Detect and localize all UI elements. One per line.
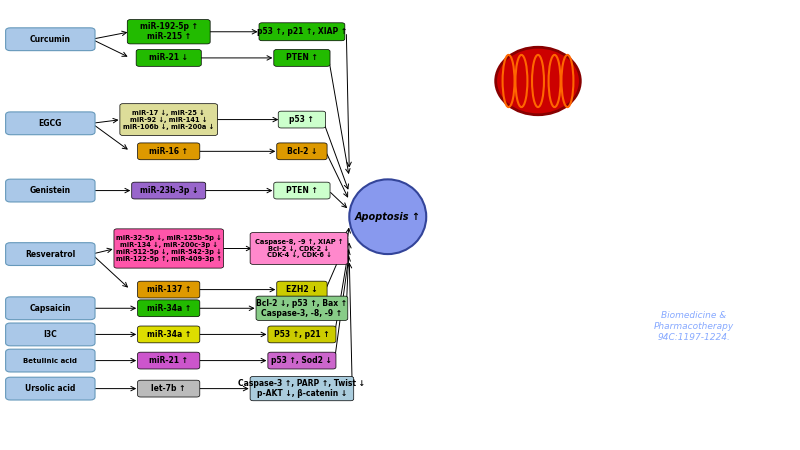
FancyBboxPatch shape [6, 243, 95, 266]
FancyBboxPatch shape [132, 182, 206, 199]
Text: PTEN ↑: PTEN ↑ [286, 54, 318, 63]
FancyBboxPatch shape [6, 297, 95, 320]
Text: Caspase-8, -9 ↑, XIAP ↑
Bcl-2 ↓, CDK-2 ↓
CDK-4 ↓, CDK-6 ↓: Caspase-8, -9 ↑, XIAP ↑ Bcl-2 ↓, CDK-2 ↓… [254, 238, 343, 258]
Text: miR-23b-3p ↓: miR-23b-3p ↓ [139, 186, 198, 195]
Text: Biomedicine &
Pharmacotherapy
94C:1197-1224.: Biomedicine & Pharmacotherapy 94C:1197-1… [654, 311, 734, 342]
Text: Resveratrol: Resveratrol [25, 250, 75, 259]
Text: miR-192-5p ↑
miR-215 ↑: miR-192-5p ↑ miR-215 ↑ [140, 22, 198, 41]
Text: p53 ↑, p21 ↑, XIAP ↑: p53 ↑, p21 ↑, XIAP ↑ [257, 27, 347, 36]
FancyBboxPatch shape [6, 349, 95, 372]
FancyBboxPatch shape [274, 182, 330, 199]
Text: Betulinic acid: Betulinic acid [23, 358, 78, 364]
Text: miR-21 ↑: miR-21 ↑ [150, 356, 188, 365]
Text: Bcl-2 ↓, p53 ↑, Bax ↑
Caspase-3, -8, -9 ↑: Bcl-2 ↓, p53 ↑, Bax ↑ Caspase-3, -8, -9 … [256, 299, 347, 318]
FancyBboxPatch shape [138, 352, 200, 369]
FancyBboxPatch shape [6, 179, 95, 202]
FancyBboxPatch shape [277, 281, 327, 298]
Text: EZH2 ↓: EZH2 ↓ [286, 285, 318, 294]
Ellipse shape [350, 180, 426, 254]
FancyBboxPatch shape [277, 143, 327, 160]
FancyBboxPatch shape [120, 104, 218, 135]
Text: Genistein: Genistein [30, 186, 71, 195]
Text: EGCG: EGCG [38, 119, 62, 128]
Text: PTEN ↑: PTEN ↑ [286, 186, 318, 195]
Text: Regulation of
apoptosis
related miRNAs
and their
targets in
cancers by
dietary
p: Regulation of apoptosis related miRNAs a… [635, 75, 753, 207]
FancyBboxPatch shape [136, 50, 202, 66]
Text: p53 ↑: p53 ↑ [290, 115, 314, 124]
Text: Capsaicin: Capsaicin [30, 304, 71, 313]
Text: Bcl-2 ↓: Bcl-2 ↓ [286, 147, 317, 156]
Text: Apoptosis ↑: Apoptosis ↑ [354, 212, 421, 222]
FancyBboxPatch shape [6, 323, 95, 346]
FancyBboxPatch shape [278, 111, 326, 128]
Text: Caspase-3 ↑, PARP ↑, Twist ↓
p-AKT ↓, β-catenin ↓: Caspase-3 ↑, PARP ↑, Twist ↓ p-AKT ↓, β-… [238, 379, 366, 398]
Text: Curcumin: Curcumin [30, 35, 71, 44]
FancyBboxPatch shape [250, 233, 348, 264]
FancyBboxPatch shape [138, 326, 200, 343]
FancyBboxPatch shape [274, 50, 330, 66]
Text: miR-21 ↓: miR-21 ↓ [150, 54, 188, 63]
FancyBboxPatch shape [138, 281, 200, 298]
FancyBboxPatch shape [259, 23, 345, 41]
FancyBboxPatch shape [6, 377, 95, 400]
FancyBboxPatch shape [250, 377, 354, 401]
FancyBboxPatch shape [268, 352, 336, 369]
Text: let-7b ↑: let-7b ↑ [151, 384, 186, 393]
Text: miR-137 ↑: miR-137 ↑ [146, 285, 191, 294]
Text: miR-34a ↑: miR-34a ↑ [146, 304, 191, 313]
FancyBboxPatch shape [114, 229, 223, 268]
FancyBboxPatch shape [6, 28, 95, 51]
FancyBboxPatch shape [256, 296, 348, 320]
Text: miR-34a ↑: miR-34a ↑ [146, 330, 191, 339]
Text: p53 ↑, Sod2 ↓: p53 ↑, Sod2 ↓ [271, 356, 332, 365]
FancyBboxPatch shape [268, 326, 336, 343]
Text: miR-17 ↓, miR-25 ↓
miR-92 ↓, miR-141 ↓
miR-106b ↓, miR-200a ↓: miR-17 ↓, miR-25 ↓ miR-92 ↓, miR-141 ↓ m… [123, 110, 214, 130]
Text: miR-32-5p ↓, miR-125b-5p ↓
miR-134 ↓, miR-200c-3p ↓
miR-512-5p ↓, miR-542-3p ↓
m: miR-32-5p ↓, miR-125b-5p ↓ miR-134 ↓, mi… [116, 235, 222, 262]
Text: miR-16 ↑: miR-16 ↑ [150, 147, 188, 156]
Ellipse shape [496, 47, 580, 115]
FancyBboxPatch shape [138, 380, 200, 397]
FancyBboxPatch shape [127, 20, 210, 44]
FancyBboxPatch shape [138, 143, 200, 160]
FancyBboxPatch shape [6, 112, 95, 135]
Text: P53 ↑, p21 ↑: P53 ↑, p21 ↑ [274, 330, 330, 339]
Text: I3C: I3C [43, 330, 57, 339]
FancyBboxPatch shape [138, 300, 200, 317]
Text: Ursolic acid: Ursolic acid [25, 384, 75, 393]
